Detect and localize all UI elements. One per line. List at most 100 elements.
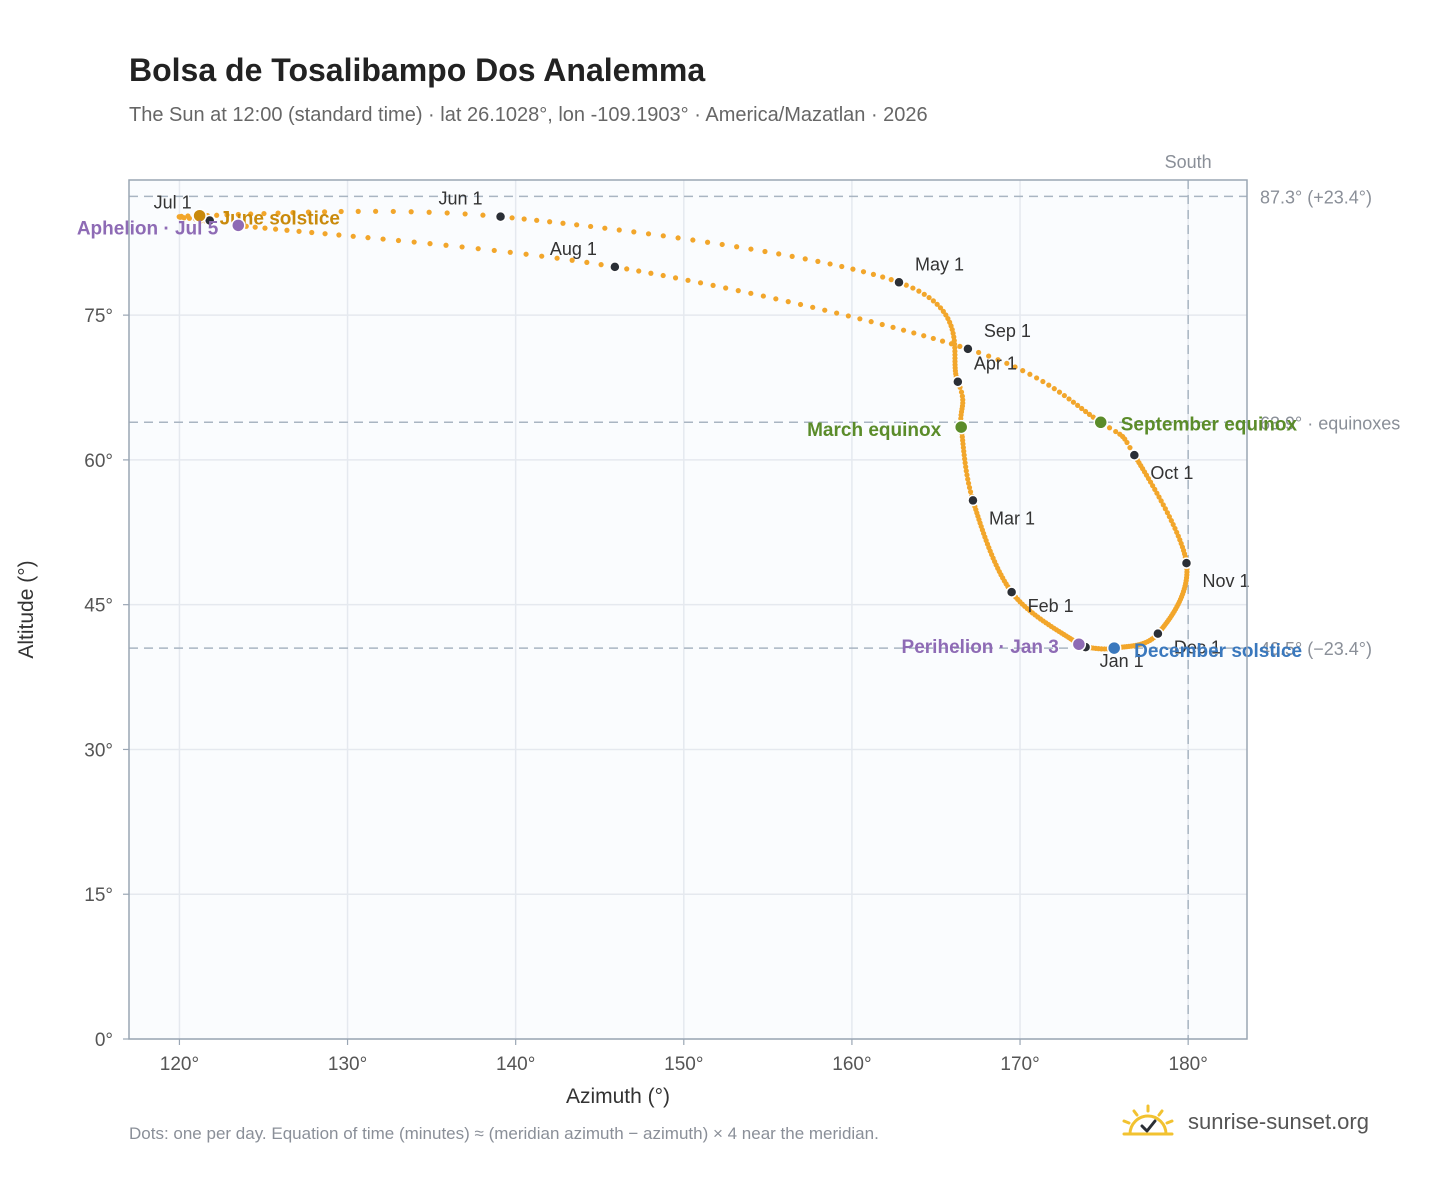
daily-sun-dot (930, 298, 936, 304)
reference-line-label: 87.3° (+23.4°) (1260, 187, 1372, 207)
daily-sun-dot (900, 327, 907, 333)
daily-sun-dot (1164, 510, 1170, 516)
daily-sun-dot (395, 237, 402, 244)
event-label: December solstice (1134, 641, 1302, 662)
x-tick-label: 120° (160, 1054, 199, 1075)
month-marker (609, 261, 621, 273)
daily-sun-dot (857, 316, 863, 322)
event-label: Aphelion · Jul 5 (77, 218, 219, 239)
event-label: March equinox (807, 420, 942, 441)
daily-sun-dot (296, 228, 302, 234)
daily-sun-dot (645, 231, 652, 237)
daily-sun-dot (235, 211, 241, 218)
daily-sun-dot (903, 282, 909, 288)
event-marker (1093, 415, 1108, 430)
daily-sun-dot (1046, 382, 1052, 388)
daily-sun-dot (373, 208, 379, 214)
daily-sun-dot (845, 313, 851, 319)
x-tick-label: 130° (328, 1054, 367, 1075)
event-markers: March equinox September equinox June solst… (77, 208, 1302, 662)
x-tick-label: 140° (496, 1054, 535, 1075)
daily-sun-dot (1066, 396, 1072, 402)
y-tick-label: 15° (84, 885, 113, 906)
daily-sun-dot (660, 233, 666, 239)
axes: 120° 130° 140° 150° 160° 170° 180° 0° 15° 30° 45° 6… (84, 306, 1208, 1075)
month-marker-label: May 1 (915, 254, 964, 274)
daily-sun-dot (1034, 375, 1040, 381)
daily-sun-dot (785, 299, 791, 305)
daily-sun-dot (186, 215, 193, 221)
daily-sun-dot (1020, 368, 1026, 374)
daily-sun-dot (921, 333, 927, 339)
daily-sun-dot (584, 259, 590, 266)
daily-sun-dot (939, 338, 946, 344)
daily-sun-dot (631, 229, 637, 235)
month-marker-label: Jan 1 (1100, 651, 1144, 671)
daily-sun-dot (868, 319, 874, 325)
chart-subtitle: The Sun at 12:00 (standard time) · lat 2… (129, 104, 928, 126)
x-tick-label: 150° (664, 1054, 703, 1075)
daily-sun-dot (723, 285, 729, 291)
daily-sun-dot (509, 215, 515, 221)
daily-sun-dot (521, 216, 527, 222)
daily-sun-dot (948, 341, 955, 347)
y-axis-label: Altitude (°) (15, 560, 38, 658)
daily-sun-dot (1061, 392, 1067, 399)
reference-line-label: 63.9° · equinoxes (1260, 413, 1400, 433)
month-marker-label: Feb 1 (1028, 596, 1074, 616)
daily-sun-dot (336, 232, 342, 238)
daily-sun-dot (574, 222, 580, 228)
daily-sun-dot (660, 272, 666, 279)
daily-sun-dot (963, 464, 969, 470)
daily-sun-dot (773, 296, 779, 302)
daily-sun-dot (539, 253, 545, 259)
event-label: Perihelion · Jan 3 (902, 637, 1059, 658)
month-marker-label: Jun 1 (438, 189, 482, 209)
plot-frame (128, 179, 1248, 1040)
daily-sun-dot (802, 256, 808, 262)
reference-line-label: 40.5° (−23.4°) (1260, 639, 1372, 659)
daily-sun-dot (965, 476, 971, 482)
daily-sun-dot (710, 282, 716, 288)
daily-sun-dot (776, 251, 782, 257)
daily-sun-dot (309, 229, 315, 236)
daily-sun-dot (834, 310, 840, 316)
daily-sun-dot (762, 248, 768, 255)
event-marker (231, 218, 246, 233)
daily-sun-dot (214, 212, 220, 218)
brand-text: sunrise-sunset.org (1188, 1109, 1369, 1134)
daily-sun-dot (554, 255, 560, 261)
x-tick-label: 160° (832, 1054, 871, 1075)
daily-sun-dot (930, 335, 936, 342)
daily-sun-dot (355, 208, 361, 214)
daily-sun-dot (547, 219, 553, 225)
daily-sun-dot (1158, 498, 1164, 504)
daily-sun-dot (827, 261, 833, 267)
daily-sun-dot (880, 274, 886, 280)
daily-sun-dot (426, 209, 432, 215)
daily-sun-dot (462, 211, 468, 217)
month-marker (494, 210, 507, 223)
daily-sun-dot (1040, 378, 1046, 385)
event-marker (1106, 640, 1122, 656)
daily-sun-dot (748, 290, 754, 296)
daily-sun-dot (569, 257, 575, 263)
daily-sun-dot (1113, 428, 1119, 435)
month-marker-label: Aug 1 (550, 239, 597, 259)
month-marker (1128, 449, 1141, 461)
brand-logo[interactable]: sunrise-sunset.org (1120, 1104, 1369, 1140)
daily-sun-dot (675, 235, 681, 241)
daily-sun-dot (1168, 518, 1174, 524)
daily-sun-dot (1106, 425, 1113, 431)
daily-sun-dot (870, 271, 877, 277)
daily-sun-dot (1004, 360, 1010, 366)
daily-sun-dot (995, 357, 1001, 363)
daily-sun-dot (305, 209, 312, 215)
daily-sun-dot (321, 209, 328, 215)
daily-sun-dot (1166, 514, 1172, 520)
daily-sun-dot (1027, 371, 1033, 377)
daily-sun-dot (850, 266, 856, 272)
event-marker (192, 208, 207, 223)
daily-sun-dot (588, 223, 594, 230)
daily-sun-dot (937, 305, 944, 311)
